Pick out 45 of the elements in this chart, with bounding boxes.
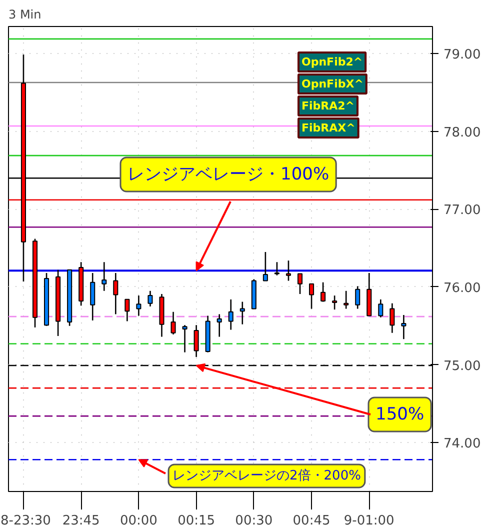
candlestick — [228, 298, 234, 330]
candlestick — [240, 301, 245, 325]
x-tick-label: 00:15 — [178, 514, 216, 528]
candlestick — [194, 324, 199, 358]
annotation: 150% — [376, 404, 424, 424]
candlestick — [136, 294, 142, 316]
x-tick-label: 9-01:00 — [344, 514, 394, 528]
y-tick-label: 77.00 — [444, 203, 481, 218]
candlestick — [332, 294, 338, 310]
candlestick — [262, 251, 268, 282]
candlestick — [378, 298, 384, 318]
candlestick — [182, 324, 188, 353]
candlestick — [344, 290, 349, 310]
candlestick — [401, 314, 406, 340]
x-tick-label: 8-23:30 — [0, 514, 51, 528]
candlestick — [274, 261, 280, 276]
candlestick — [148, 290, 153, 308]
annotation: OpnFib2^ — [302, 56, 363, 68]
candlestick — [216, 314, 222, 338]
candlestick — [297, 273, 303, 295]
candlestick — [102, 261, 107, 292]
y-tick-label: 74.00 — [444, 436, 481, 452]
candlestick — [320, 282, 326, 302]
candlestick — [355, 286, 360, 310]
candlestick — [286, 260, 291, 282]
x-tick-label: 00:30 — [235, 514, 273, 528]
annotation: FibRA2^ — [302, 100, 355, 112]
y-tick-label: 78.00 — [444, 125, 481, 140]
annotation: OpnFibX^ — [302, 78, 364, 90]
chart-title: 3 Min — [8, 8, 42, 22]
x-tick-label: 00:00 — [120, 514, 158, 528]
candlestick — [170, 311, 176, 336]
y-tick-label: 79.00 — [444, 48, 481, 63]
candlestick — [113, 272, 118, 315]
candlestick — [309, 283, 314, 310]
candlestick — [390, 302, 395, 334]
y-tick-label: 75.00 — [444, 358, 481, 374]
y-tick-label: 76.00 — [444, 280, 481, 296]
x-tick-label: 00:45 — [292, 514, 330, 528]
candlestick — [124, 298, 130, 322]
candlestick — [90, 272, 96, 322]
annotation: レンジアベレージの2倍・200% — [172, 468, 361, 484]
x-tick-label: 23:45 — [62, 514, 100, 528]
annotation: レンジアベレージ・100% — [128, 164, 330, 184]
annotation: FibRAX^ — [302, 122, 356, 134]
